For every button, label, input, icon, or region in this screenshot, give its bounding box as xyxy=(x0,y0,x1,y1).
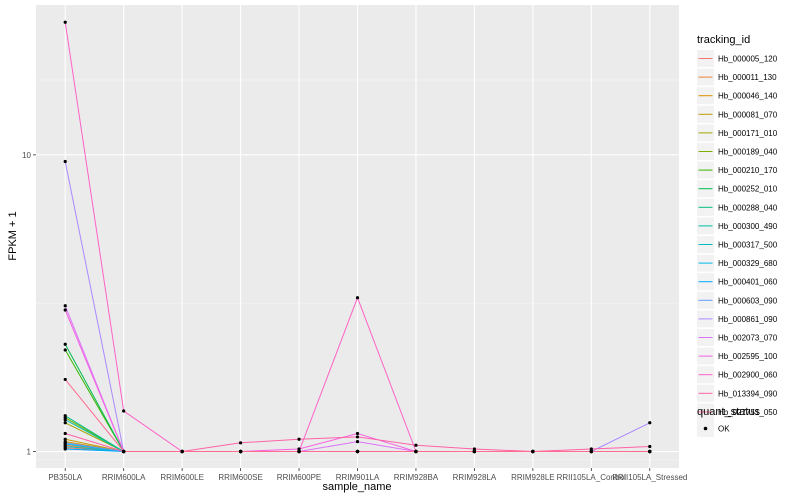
data-point xyxy=(414,443,418,447)
legend-label: Hb_027751_050 xyxy=(718,408,778,417)
data-point xyxy=(414,449,418,454)
data-point xyxy=(472,449,477,454)
data-point xyxy=(122,449,126,454)
legend-label: Hb_002595_100 xyxy=(718,352,778,361)
data-point xyxy=(180,449,184,454)
data-point xyxy=(63,447,67,451)
legend-label: Hb_002073_070 xyxy=(718,334,778,343)
legend-label: Hb_000401_060 xyxy=(718,278,778,287)
x-tick-label: PB350LA xyxy=(48,473,82,482)
data-point xyxy=(297,437,301,441)
data-point xyxy=(238,441,243,445)
data-point xyxy=(63,342,67,346)
x-tick-label: RRIM600SE xyxy=(218,473,262,482)
series-points xyxy=(63,20,652,454)
data-point xyxy=(355,431,360,436)
data-point xyxy=(355,296,360,300)
data-point xyxy=(63,304,67,308)
x-tick-label: RRIM600PE xyxy=(277,473,321,482)
data-point xyxy=(63,20,67,24)
legend-label: Hb_013394_090 xyxy=(718,389,778,398)
y-tick-label: 1 xyxy=(27,448,32,457)
legend-label: Hb_000189_040 xyxy=(718,148,778,157)
legend-label: Hb_000300_490 xyxy=(718,222,778,231)
x-tick-label: RRIM928LA xyxy=(453,473,497,482)
data-point xyxy=(63,348,67,352)
data-point xyxy=(355,435,360,439)
data-point xyxy=(63,421,67,425)
legend-label: Hb_000861_090 xyxy=(718,315,778,324)
data-point xyxy=(63,418,67,422)
data-point xyxy=(589,449,593,454)
legend-label: Hb_000171_010 xyxy=(718,129,778,138)
legend-label: Hb_000081_070 xyxy=(718,110,778,119)
y-axis: 1 10 xyxy=(22,151,36,457)
legend-label: Hb_000210_170 xyxy=(718,166,778,175)
data-point xyxy=(648,421,652,425)
grid-lines xyxy=(36,5,679,468)
legend-label: Hb_000329_680 xyxy=(718,259,778,268)
x-axis: PB350LA RRIM600LA RRIM600LE RRIM600SE RRIM60… xyxy=(48,468,687,482)
x-axis-title: sample_name xyxy=(322,481,391,493)
legend-label: Hb_000005_120 xyxy=(718,55,778,64)
legend-label: Hb_000046_140 xyxy=(718,92,778,101)
data-point xyxy=(63,414,67,418)
legend-label: Hb_000317_500 xyxy=(718,241,778,250)
data-point xyxy=(531,449,535,454)
legend-label: Hb_000252_010 xyxy=(718,185,778,194)
data-point xyxy=(63,437,67,441)
x-tick-label: RRII105LA_Control xyxy=(557,473,627,482)
data-point xyxy=(589,447,593,451)
legend-label: Hb_000288_040 xyxy=(718,203,778,212)
x-tick-label: RRII105LA_Stressed xyxy=(612,473,687,482)
data-point xyxy=(297,449,301,454)
data-point xyxy=(63,441,67,445)
data-point xyxy=(238,449,243,454)
data-point xyxy=(297,447,301,451)
data-point xyxy=(63,444,67,449)
data-point xyxy=(122,409,126,413)
legend2-key-point xyxy=(703,426,708,431)
x-tick-label: RRIM600LA xyxy=(102,473,146,482)
data-point xyxy=(355,440,360,444)
legend-quant-status: quant_status OK xyxy=(697,406,760,437)
legend2-label: OK xyxy=(718,425,730,434)
data-point xyxy=(63,308,67,312)
data-point xyxy=(63,431,67,436)
data-point xyxy=(648,449,652,454)
legend-label: Hb_002900_060 xyxy=(718,371,778,380)
data-point xyxy=(63,159,67,164)
data-point xyxy=(472,447,477,451)
data-point xyxy=(63,377,67,382)
x-tick-label: RRIM928BA xyxy=(394,473,439,482)
legend-tracking-id: tracking_id Hb_000005_120 Hb_000011_130 Hb… xyxy=(697,34,778,421)
x-tick-label: RRIM600LE xyxy=(160,473,204,482)
x-tick-label: RRIM928LE xyxy=(511,473,555,482)
y-axis-title: FPKM + 1 xyxy=(7,211,19,260)
data-point xyxy=(648,444,652,449)
legend-label: Hb_000011_130 xyxy=(718,73,777,82)
data-point xyxy=(355,449,360,454)
x-tick-label: RRIM901LA xyxy=(336,473,380,482)
y-tick-label: 10 xyxy=(22,151,31,160)
legend-label: Hb_000603_090 xyxy=(718,296,778,305)
legend-title: tracking_id xyxy=(697,34,750,46)
legend2-title: quant_status xyxy=(697,406,760,418)
